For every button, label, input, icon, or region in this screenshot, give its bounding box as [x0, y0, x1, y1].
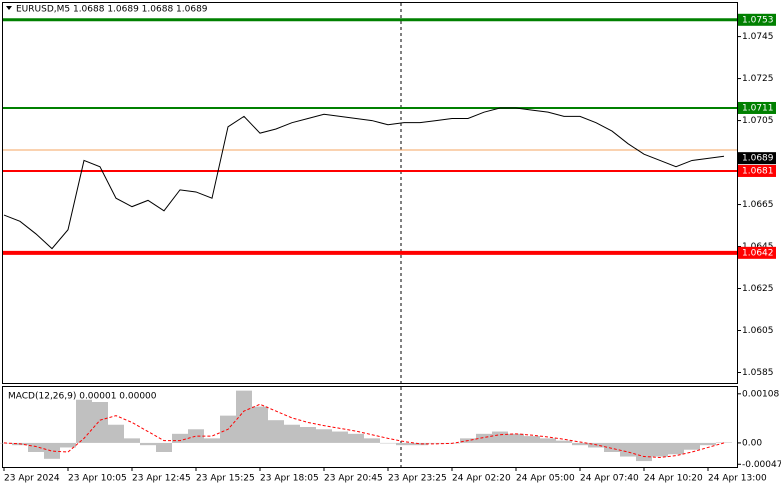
- level-label-box: [738, 164, 776, 177]
- macd-bar: [508, 433, 524, 443]
- y-tick-label: 1.0725: [742, 74, 774, 84]
- menu-arrow: [6, 6, 12, 10]
- price-title: EURUSD,M5 1.0688 1.0689 1.0688 1.0689: [16, 5, 208, 15]
- macd-bar: [572, 442, 588, 446]
- y-tick-label: 1.0605: [742, 326, 774, 336]
- macd-bar: [108, 424, 124, 443]
- macd-bar: [188, 429, 204, 443]
- macd-bar: [92, 402, 108, 443]
- bid-label-box: [738, 152, 776, 165]
- macd-bar: [332, 431, 348, 443]
- x-tick-label: 23 Apr 2024: [4, 474, 60, 484]
- macd-bar: [156, 442, 172, 452]
- macd-bar: [252, 406, 268, 443]
- y-tick-label: 1.0705: [742, 116, 774, 126]
- macd-bar: [60, 442, 76, 448]
- level-label-box: [738, 13, 776, 26]
- macd-bar: [172, 433, 188, 443]
- macd-bar: [700, 442, 716, 446]
- x-tick-label: 23 Apr 10:05: [68, 474, 127, 484]
- macd-bar: [684, 442, 700, 450]
- y-tick-label: 1.0745: [742, 32, 774, 42]
- macd-bar: [140, 442, 156, 446]
- macd-bar: [492, 431, 508, 443]
- macd-bar: [28, 442, 44, 452]
- macd-bar: [236, 390, 252, 443]
- macd-bar: [76, 399, 92, 443]
- y-tick-label: 0.00: [742, 438, 762, 448]
- macd-bar: [604, 442, 620, 452]
- y-tick-label: 1.0625: [742, 284, 774, 294]
- macd-bar: [556, 440, 572, 443]
- x-tick-label: 23 Apr 23:25: [388, 474, 447, 484]
- y-tick-label: -0.00047: [742, 460, 781, 470]
- y-tick-label: 1.0665: [742, 200, 774, 210]
- macd-bar: [716, 442, 732, 443]
- macd-bar: [380, 442, 396, 444]
- macd-bar: [396, 442, 412, 446]
- macd-bar: [44, 442, 60, 459]
- macd-bar: [636, 442, 652, 462]
- x-tick-label: 23 Apr 18:05: [260, 474, 319, 484]
- macd-bar: [540, 438, 556, 443]
- macd-title: MACD(12,26,9) 0.00001 0.00000: [8, 392, 157, 402]
- signal-line: [3, 403, 725, 458]
- x-tick-label: 23 Apr 15:25: [196, 474, 255, 484]
- level-label: 1.0642: [742, 248, 774, 258]
- macd-bar: [300, 427, 316, 443]
- x-tick-label: 23 Apr 12:45: [132, 474, 191, 484]
- price-frame: [2, 2, 738, 384]
- y-tick-label: 1.0585: [742, 368, 774, 378]
- level-label-box: [738, 246, 776, 259]
- bid-label: 1.0689: [742, 154, 774, 164]
- x-tick-label: 24 Apr 07:40: [580, 474, 639, 484]
- macd-bar: [268, 420, 284, 443]
- macd-bar: [668, 442, 684, 455]
- x-tick-label: 24 Apr 13:00: [708, 474, 767, 484]
- x-tick-label: 24 Apr 10:20: [644, 474, 703, 484]
- level-label: 1.0711: [742, 103, 774, 113]
- macd-bar: [476, 433, 492, 443]
- macd-bar: [428, 442, 444, 444]
- x-tick-label: 24 Apr 05:00: [516, 474, 575, 484]
- macd-bar: [620, 442, 636, 457]
- macd-bar: [364, 438, 380, 443]
- macd-frame: [2, 386, 738, 468]
- macd-bar: [412, 442, 428, 446]
- y-tick-label: 0.00108: [742, 389, 779, 399]
- macd-bar: [652, 442, 668, 457]
- level-label: 1.0681: [742, 166, 774, 176]
- level-label: 1.0753: [742, 15, 774, 25]
- x-tick-label: 24 Apr 02:20: [452, 474, 511, 484]
- macd-bar: [348, 433, 364, 443]
- macd-bar: [204, 438, 220, 443]
- macd-bar: [284, 424, 300, 443]
- macd-bar: [124, 438, 140, 443]
- level-label-box: [738, 101, 776, 114]
- macd-bar: [524, 436, 540, 443]
- price-line: [3, 107, 725, 250]
- x-tick-label: 23 Apr 20:45: [324, 474, 383, 484]
- macd-bar: [316, 429, 332, 443]
